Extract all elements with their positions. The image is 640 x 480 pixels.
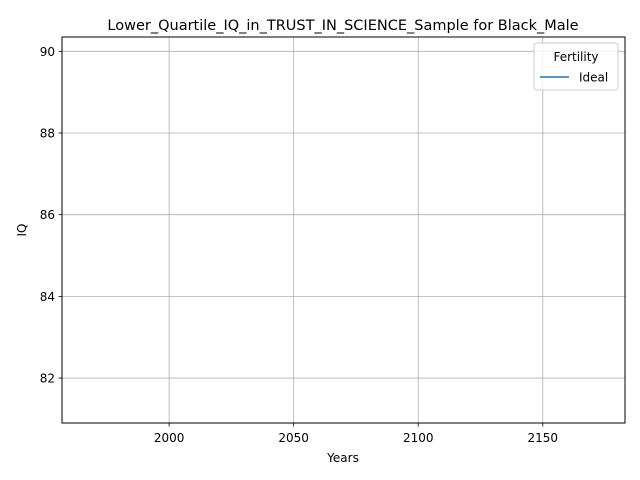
x-tick-label: 2000 xyxy=(154,431,185,445)
y-tick-label: 82 xyxy=(40,372,55,386)
legend-title: Fertility xyxy=(553,50,598,64)
x-tick-label: 2050 xyxy=(278,431,309,445)
x-tick-label: 2150 xyxy=(528,431,559,445)
y-tick-label: 86 xyxy=(40,208,55,222)
x-gridlines xyxy=(168,37,544,423)
x-axis-ticks: 2000 2050 2100 2150 xyxy=(154,423,558,445)
chart-title: Lower_Quartile_IQ_in_TRUST_IN_SCIENCE_Sa… xyxy=(107,18,578,34)
y-gridlines xyxy=(62,50,625,379)
legend-box xyxy=(533,42,619,91)
y-tick-label: 84 xyxy=(40,290,55,304)
y-tick-label: 90 xyxy=(40,45,55,59)
legend-label-ideal: Ideal xyxy=(579,71,608,85)
plot-frame xyxy=(61,36,626,424)
legend: Fertility Ideal xyxy=(533,42,619,91)
y-axis-ticks: 82 84 86 88 90 xyxy=(40,45,62,386)
x-axis-label: Years xyxy=(326,451,359,465)
y-tick-label: 88 xyxy=(40,126,55,140)
y-axis-label: IQ xyxy=(15,224,29,237)
x-tick-label: 2100 xyxy=(403,431,434,445)
